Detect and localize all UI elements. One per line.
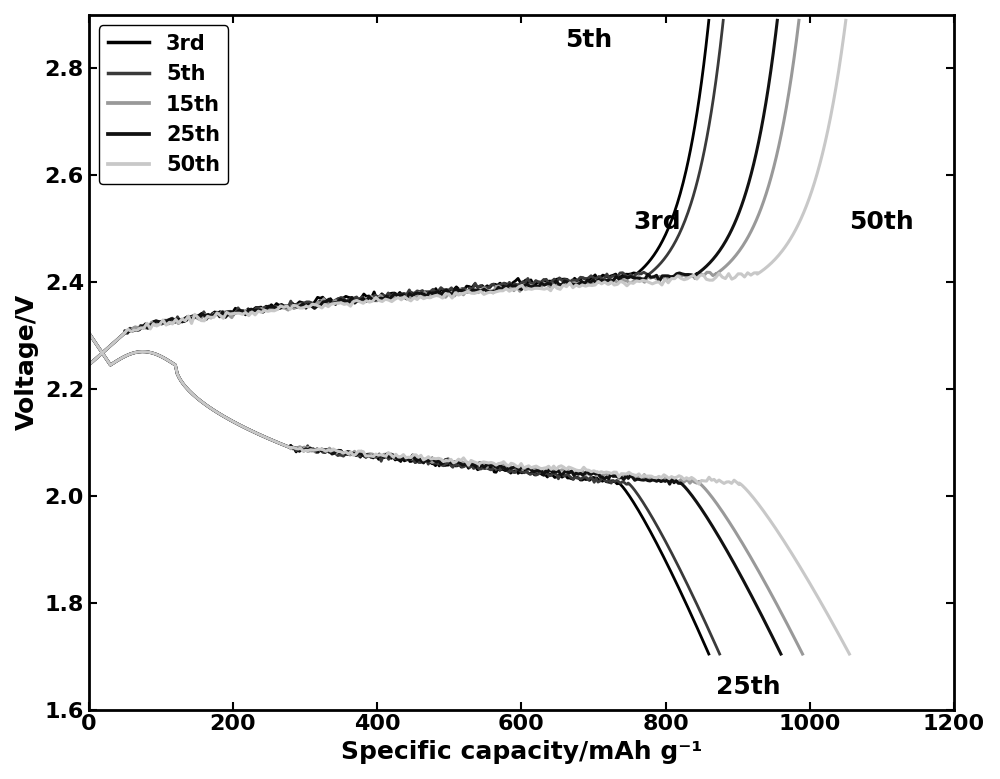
25th xyxy=(725,227,737,236)
Text: 3rd: 3rd xyxy=(633,210,681,234)
25th xyxy=(536,279,548,288)
50th xyxy=(756,266,768,276)
15th xyxy=(745,227,757,236)
5th xyxy=(674,227,686,236)
Text: 25th: 25th xyxy=(716,675,781,699)
Line: 3rd: 3rd xyxy=(89,20,709,365)
25th xyxy=(695,266,707,276)
Legend: 3rd, 5th, 15th, 25th, 50th: 3rd, 5th, 15th, 25th, 50th xyxy=(99,26,228,184)
3rd xyxy=(703,16,715,25)
5th xyxy=(501,281,513,291)
25th xyxy=(771,16,783,25)
15th xyxy=(196,313,208,323)
15th xyxy=(714,266,726,276)
3rd xyxy=(491,280,503,290)
25th xyxy=(194,312,206,322)
Text: 5th: 5th xyxy=(565,28,612,52)
50th xyxy=(83,361,95,370)
15th xyxy=(793,16,805,25)
50th xyxy=(201,312,213,321)
Text: 50th: 50th xyxy=(849,210,914,234)
15th xyxy=(717,263,729,273)
3rd xyxy=(83,361,95,370)
Line: 50th: 50th xyxy=(89,20,846,365)
3rd xyxy=(634,266,646,276)
50th xyxy=(759,263,771,273)
5th xyxy=(83,361,95,370)
3rd xyxy=(661,227,673,236)
3rd xyxy=(674,189,686,198)
50th xyxy=(805,189,817,198)
25th xyxy=(740,189,752,198)
3rd xyxy=(186,312,198,321)
50th xyxy=(789,227,801,236)
5th xyxy=(647,266,659,276)
Y-axis label: Voltage/V: Voltage/V xyxy=(15,294,39,431)
15th xyxy=(760,189,772,198)
Line: 5th: 5th xyxy=(89,20,723,365)
3rd xyxy=(637,263,649,273)
X-axis label: Specific capacity/mAh g⁻¹: Specific capacity/mAh g⁻¹ xyxy=(341,740,702,764)
50th xyxy=(840,16,852,25)
25th xyxy=(698,263,710,273)
5th xyxy=(187,312,199,322)
25th xyxy=(83,361,95,370)
Line: 25th: 25th xyxy=(89,20,777,365)
5th xyxy=(650,263,662,273)
5th xyxy=(717,16,729,25)
Line: 15th: 15th xyxy=(89,20,799,365)
50th xyxy=(580,281,592,291)
15th xyxy=(549,280,561,289)
15th xyxy=(83,361,95,370)
5th xyxy=(688,189,700,198)
